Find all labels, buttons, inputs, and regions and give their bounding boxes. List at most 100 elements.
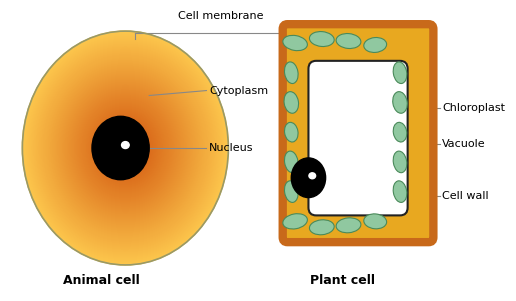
Ellipse shape	[23, 32, 228, 264]
Ellipse shape	[38, 49, 213, 247]
Ellipse shape	[35, 45, 216, 251]
Ellipse shape	[393, 181, 407, 202]
Ellipse shape	[74, 90, 177, 206]
Ellipse shape	[86, 103, 165, 193]
Ellipse shape	[336, 218, 361, 233]
Ellipse shape	[93, 111, 158, 185]
Ellipse shape	[100, 119, 151, 177]
Ellipse shape	[70, 85, 181, 211]
Ellipse shape	[89, 107, 162, 189]
Ellipse shape	[94, 113, 156, 183]
Ellipse shape	[393, 62, 407, 83]
Ellipse shape	[25, 34, 226, 262]
Ellipse shape	[28, 38, 222, 258]
Ellipse shape	[43, 54, 208, 241]
Ellipse shape	[69, 84, 182, 212]
Ellipse shape	[45, 57, 205, 239]
Ellipse shape	[97, 116, 154, 180]
Ellipse shape	[56, 69, 195, 227]
Ellipse shape	[70, 86, 180, 210]
Ellipse shape	[123, 145, 128, 151]
Ellipse shape	[44, 55, 207, 240]
Ellipse shape	[112, 133, 138, 163]
Ellipse shape	[393, 151, 407, 173]
Text: Cytoplasm: Cytoplasm	[209, 85, 268, 95]
Ellipse shape	[54, 67, 197, 229]
Ellipse shape	[84, 101, 167, 195]
Ellipse shape	[62, 76, 189, 220]
Ellipse shape	[124, 147, 126, 149]
Ellipse shape	[59, 73, 191, 223]
Ellipse shape	[90, 108, 160, 188]
Ellipse shape	[34, 44, 217, 252]
Ellipse shape	[26, 35, 225, 261]
Ellipse shape	[102, 122, 149, 174]
Ellipse shape	[53, 65, 198, 231]
Ellipse shape	[45, 57, 206, 240]
Ellipse shape	[52, 64, 199, 232]
Ellipse shape	[109, 129, 142, 166]
Ellipse shape	[309, 173, 316, 179]
Ellipse shape	[99, 118, 152, 178]
Ellipse shape	[93, 112, 157, 184]
Ellipse shape	[63, 78, 187, 218]
Ellipse shape	[310, 220, 334, 235]
Ellipse shape	[104, 124, 147, 172]
Ellipse shape	[83, 99, 168, 197]
Text: Vacuole: Vacuole	[442, 138, 486, 149]
Ellipse shape	[27, 36, 224, 260]
Ellipse shape	[79, 95, 172, 201]
Ellipse shape	[73, 88, 178, 207]
Ellipse shape	[120, 142, 131, 154]
FancyBboxPatch shape	[309, 61, 408, 216]
Ellipse shape	[115, 136, 136, 160]
Ellipse shape	[114, 135, 137, 161]
Ellipse shape	[310, 32, 334, 47]
Ellipse shape	[116, 137, 135, 159]
Ellipse shape	[40, 51, 211, 245]
Ellipse shape	[24, 33, 227, 263]
Ellipse shape	[106, 126, 145, 170]
Ellipse shape	[61, 75, 190, 221]
FancyBboxPatch shape	[283, 24, 433, 242]
Ellipse shape	[49, 61, 202, 235]
Ellipse shape	[284, 122, 298, 142]
Ellipse shape	[53, 66, 198, 230]
Ellipse shape	[76, 92, 174, 203]
Ellipse shape	[29, 39, 221, 257]
Ellipse shape	[80, 96, 171, 200]
Ellipse shape	[58, 72, 192, 224]
Ellipse shape	[88, 105, 163, 191]
Ellipse shape	[71, 87, 180, 209]
Ellipse shape	[33, 43, 218, 253]
Ellipse shape	[63, 77, 188, 219]
Ellipse shape	[118, 139, 133, 157]
Ellipse shape	[47, 59, 203, 237]
Ellipse shape	[42, 54, 208, 243]
Ellipse shape	[40, 51, 211, 244]
Ellipse shape	[27, 37, 223, 259]
Ellipse shape	[68, 83, 183, 213]
Ellipse shape	[60, 74, 190, 222]
Ellipse shape	[83, 100, 167, 196]
Ellipse shape	[101, 121, 150, 175]
Ellipse shape	[110, 131, 141, 166]
Ellipse shape	[32, 42, 219, 254]
Ellipse shape	[283, 214, 308, 229]
Ellipse shape	[364, 38, 386, 52]
Ellipse shape	[103, 123, 148, 173]
Ellipse shape	[88, 106, 162, 190]
Ellipse shape	[37, 48, 214, 248]
Ellipse shape	[75, 92, 175, 205]
Text: Animal cell: Animal cell	[63, 274, 140, 287]
Ellipse shape	[75, 91, 176, 206]
Ellipse shape	[284, 92, 299, 113]
Ellipse shape	[72, 88, 179, 208]
Ellipse shape	[284, 181, 298, 202]
Ellipse shape	[67, 82, 184, 214]
Ellipse shape	[283, 35, 308, 51]
Ellipse shape	[66, 81, 185, 215]
Ellipse shape	[393, 92, 407, 113]
Ellipse shape	[108, 129, 142, 168]
Ellipse shape	[95, 114, 155, 182]
